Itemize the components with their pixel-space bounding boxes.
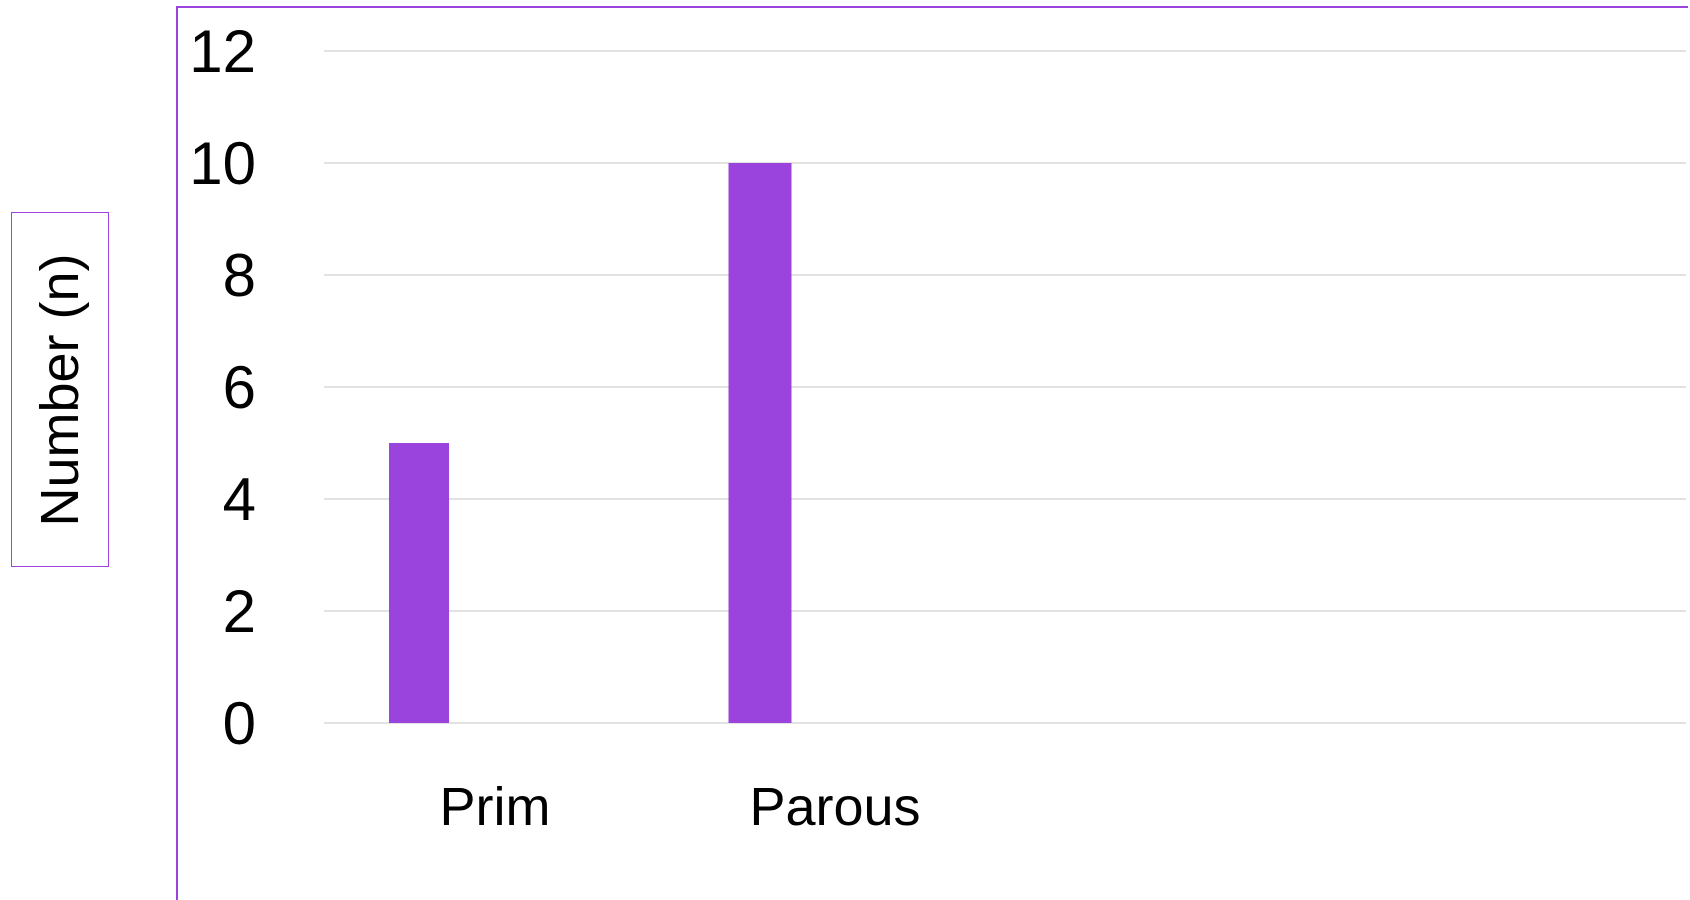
y-tick-label: 4 — [223, 466, 256, 533]
y-tick-label: 10 — [189, 130, 256, 197]
x-category-label: Parous — [749, 777, 920, 837]
y-tick-label: 8 — [223, 242, 256, 309]
y-tick-label: 12 — [189, 18, 256, 85]
bars — [389, 163, 792, 723]
x-category-label: Prim — [440, 777, 551, 837]
x-axis-categories: Prim Parous — [440, 777, 921, 837]
chart-frame — [176, 6, 1688, 900]
bar-prim — [389, 443, 449, 723]
y-tick-label: 0 — [223, 690, 256, 757]
gridlines — [324, 50, 1686, 724]
y-tick-label: 6 — [223, 354, 256, 421]
y-axis-label-box: Number (n) — [11, 212, 109, 567]
bar-parous — [728, 163, 792, 723]
y-tick-label: 2 — [223, 578, 256, 645]
y-axis-ticks: 0 2 4 6 8 10 12 — [189, 18, 256, 757]
